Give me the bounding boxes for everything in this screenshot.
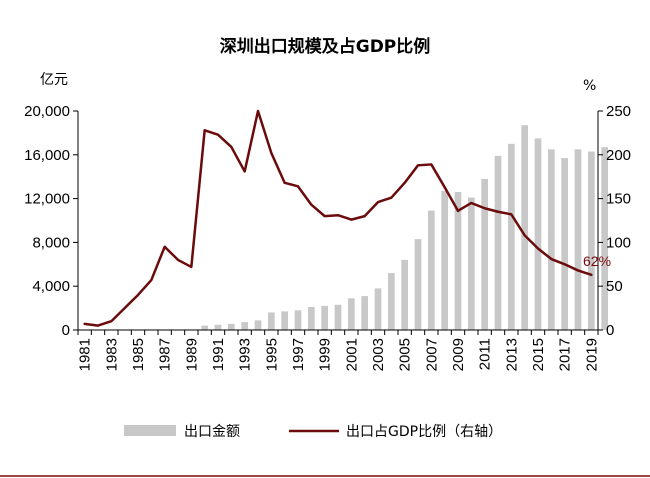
x-tick-label: 1991 — [210, 338, 227, 371]
x-tick-label: 2007 — [423, 338, 440, 371]
x-tick-label: 1999 — [317, 338, 334, 371]
bar-undefined — [601, 147, 608, 330]
legend: 出口金额 出口占GDP比例（右轴） — [124, 424, 502, 440]
x-tick-label: 2001 — [343, 338, 360, 371]
legend-line-label: 出口占GDP比例（右轴） — [346, 424, 502, 440]
bar-1991 — [214, 324, 222, 330]
bar-1994 — [254, 320, 262, 330]
x-tick-label: 1985 — [130, 338, 147, 371]
left-axis-unit: 亿元 — [40, 72, 68, 88]
bar-1995 — [268, 312, 275, 330]
bar-2018 — [574, 149, 582, 330]
bar-2013 — [508, 143, 515, 330]
bar-2006 — [414, 239, 422, 330]
left-tick-label: 20,000 — [24, 103, 70, 120]
x-tick-label: 1995 — [263, 338, 280, 371]
bar-2009 — [454, 192, 462, 330]
bar-1998 — [308, 307, 315, 330]
export-gdp-ratio-line — [83, 109, 593, 327]
bar-2003 — [374, 288, 382, 330]
bar-2012 — [494, 155, 502, 330]
bar-2014 — [521, 125, 528, 330]
right-tick-label: 0 — [606, 322, 614, 339]
legend-bar-swatch — [124, 425, 176, 436]
left-tick-label: 4,000 — [32, 278, 70, 295]
x-tick-label: 2003 — [370, 338, 387, 371]
chart-title: 深圳出口规模及占GDP比例 — [220, 36, 431, 57]
x-tick-label: 2015 — [530, 338, 547, 371]
left-tick-label: 8,000 — [32, 234, 70, 251]
bar-2019 — [588, 151, 595, 330]
bar-2010 — [468, 197, 475, 330]
x-tick-label: 2019 — [583, 338, 600, 371]
bar-1999 — [321, 305, 328, 330]
line-series — [83, 109, 593, 327]
last-value-annotation: 62% — [583, 253, 611, 269]
bar-2004 — [388, 273, 395, 330]
x-tick-label: 1981 — [77, 338, 94, 371]
bar-2000 — [334, 304, 342, 330]
bar-1996 — [281, 311, 288, 330]
right-axis-unit: % — [583, 78, 596, 94]
bar-2017 — [561, 158, 568, 330]
x-tick-label: 2013 — [503, 338, 520, 371]
bar-2008 — [441, 190, 448, 330]
bar-2007 — [428, 210, 435, 330]
right-tick-label: 50 — [606, 278, 623, 295]
right-tick-label: 250 — [606, 103, 631, 120]
bar-2002 — [361, 296, 368, 330]
right-tick-label: 200 — [606, 147, 631, 164]
bar-1993 — [241, 322, 248, 330]
bar-1997 — [294, 310, 302, 330]
bar-series — [201, 125, 608, 331]
legend-bar-label: 出口金额 — [184, 424, 240, 440]
bar-2005 — [401, 259, 408, 330]
right-tick-label: 100 — [606, 234, 631, 251]
left-tick-label: 12,000 — [24, 191, 70, 208]
x-tick-label: 2009 — [450, 338, 467, 371]
left-tick-label: 16,000 — [24, 147, 70, 164]
bar-1990 — [201, 325, 208, 330]
left-tick-label: 0 — [62, 322, 70, 339]
bar-2015 — [534, 138, 542, 331]
bar-2016 — [548, 149, 555, 330]
axes: 0 4,000 8,000 12,000 16,000 20,000 0 50 100 150 20… — [24, 103, 631, 371]
x-tick-label: 2017 — [557, 338, 574, 371]
x-tick-label: 1993 — [237, 338, 254, 371]
x-tick-label: 1983 — [103, 338, 120, 371]
x-tick-label: 1989 — [183, 338, 200, 371]
x-tick-label: 1987 — [157, 338, 174, 371]
x-tick-label: 2011 — [477, 338, 494, 370]
x-tick-label: 2005 — [397, 338, 414, 371]
bar-2011 — [481, 178, 488, 330]
x-tick-label: 1997 — [290, 338, 307, 371]
right-tick-label: 150 — [606, 191, 631, 208]
bar-2001 — [348, 298, 355, 330]
bar-1992 — [228, 323, 235, 330]
